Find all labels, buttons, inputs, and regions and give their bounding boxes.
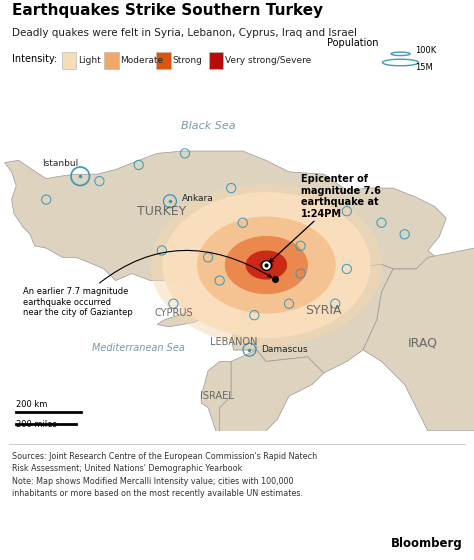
Polygon shape (219, 350, 324, 442)
Text: Very strong/Severe: Very strong/Severe (225, 56, 311, 66)
Ellipse shape (225, 236, 308, 294)
Text: Epicenter of
magnitude 7.6
earthquake at
1:24PM: Epicenter of magnitude 7.6 earthquake at… (269, 174, 381, 262)
Text: Population: Population (327, 39, 379, 48)
Ellipse shape (225, 236, 308, 294)
Polygon shape (231, 322, 256, 350)
Text: 100K: 100K (415, 46, 436, 55)
Text: Black Sea: Black Sea (181, 120, 236, 130)
Ellipse shape (259, 260, 273, 270)
Text: Damascus: Damascus (261, 345, 308, 354)
Polygon shape (363, 246, 474, 431)
Text: 15M: 15M (415, 63, 432, 72)
Ellipse shape (197, 217, 336, 314)
Ellipse shape (197, 217, 336, 314)
Text: Intensity:: Intensity: (12, 54, 57, 64)
Polygon shape (234, 264, 393, 373)
Text: Sources: Joint Research Centre of the European Commission's Rapid Natech
Risk As: Sources: Joint Research Centre of the Eu… (12, 451, 317, 498)
Text: LEBANON: LEBANON (210, 337, 257, 347)
Polygon shape (157, 311, 208, 327)
Ellipse shape (151, 184, 382, 346)
Text: Istanbul: Istanbul (42, 159, 78, 168)
Polygon shape (5, 151, 446, 287)
Text: 200 miles: 200 miles (16, 421, 57, 430)
Ellipse shape (162, 192, 370, 338)
FancyBboxPatch shape (156, 52, 171, 69)
Text: IRAQ: IRAQ (408, 337, 438, 349)
Text: Light: Light (78, 56, 100, 66)
Text: Strong: Strong (173, 56, 202, 66)
FancyBboxPatch shape (62, 52, 76, 69)
Text: Earthquakes Strike Southern Turkey: Earthquakes Strike Southern Turkey (12, 3, 323, 17)
Text: 200 km: 200 km (16, 400, 47, 409)
Text: Moderate: Moderate (120, 56, 164, 66)
Ellipse shape (162, 192, 370, 338)
Ellipse shape (259, 260, 273, 270)
Ellipse shape (246, 250, 287, 279)
Text: An earlier 7.7 magnitude
earthquake occurred
near the city of Gaziantep: An earlier 7.7 magnitude earthquake occu… (23, 250, 271, 318)
Text: CYPRUS: CYPRUS (154, 308, 193, 318)
Polygon shape (201, 361, 231, 442)
Text: Mediterranean Sea: Mediterranean Sea (92, 343, 185, 353)
Text: Bloomberg: Bloomberg (391, 538, 462, 550)
Text: Ankara: Ankara (182, 194, 213, 203)
FancyBboxPatch shape (209, 52, 223, 69)
FancyBboxPatch shape (104, 52, 118, 69)
Text: Deadly quakes were felt in Syria, Lebanon, Cyprus, Iraq and Israel: Deadly quakes were felt in Syria, Lebano… (12, 28, 357, 38)
Ellipse shape (246, 250, 287, 279)
Text: TURKEY: TURKEY (137, 204, 186, 218)
Text: ISRAEL: ISRAEL (201, 391, 234, 401)
Text: SYRIA: SYRIA (305, 304, 342, 317)
